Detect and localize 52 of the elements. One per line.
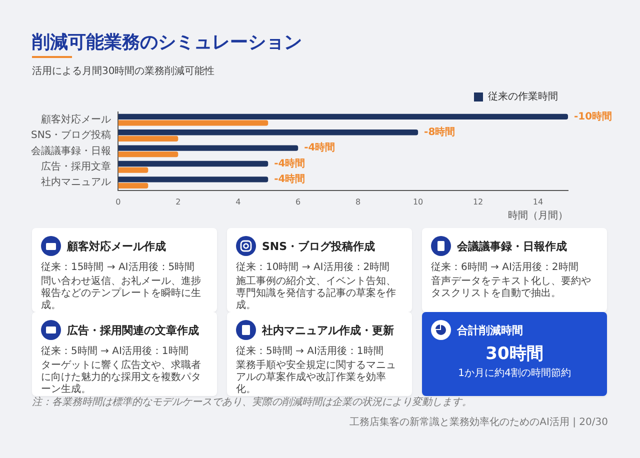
- text: 従来：6時間 → AI活用後：2時間: [431, 260, 580, 274]
- annotation: -4時間: [274, 173, 306, 186]
- text: 30時間: [484, 343, 544, 365]
- y-tick-label: 社内マニュアル: [41, 176, 112, 188]
- text: 広告・採用関連の文章作成: [67, 322, 199, 338]
- text: 合計削減時間: [457, 322, 523, 338]
- y-tick-label: 顧客対応メール: [41, 113, 112, 126]
- text: 工務店集客の新常識と業務効率化のためのAI活用 | 20/30: [350, 416, 608, 429]
- x-tick-label: 12: [472, 197, 484, 206]
- legend-label: 従来の作業時間: [488, 90, 558, 103]
- x-axis-title: 時間（月間）: [508, 210, 568, 222]
- x-tick-label: 10: [412, 197, 424, 206]
- text: 従来：5時間 → AI活用後：1時間: [236, 344, 384, 358]
- y-tick-label: 広告・採用文章: [41, 160, 112, 172]
- x-tick-label: 14: [532, 197, 544, 206]
- annotation: -8時間: [424, 126, 456, 138]
- bar: [118, 114, 568, 120]
- x-tick-label: 0: [116, 197, 121, 206]
- text: SNS・ブログ投稿作成: [262, 238, 376, 254]
- text: 社内マニュアル作成・更新: [262, 322, 394, 338]
- bar: [118, 182, 148, 189]
- text: 顧客対応メール作成: [67, 238, 166, 254]
- text: ターゲットに響く広告文や、求職者に向けた魅力的な採用文を複数パターン生成。: [41, 360, 202, 396]
- text: 従来：10時間 → AI活用後：2時間: [236, 260, 391, 274]
- bar: [118, 176, 268, 182]
- text: 問い合わせ返信、お礼メール、進捗報告などのテンプレートを瞬時に生成。: [41, 276, 202, 312]
- text: 施工事例の紹介文、イベント告知、専門知識を発信する記事の草案を作成。: [236, 276, 397, 312]
- text: 従来：5時間 → AI活用後：1時間: [41, 344, 190, 358]
- annotation: -4時間: [304, 142, 336, 154]
- annotation: -4時間: [274, 157, 306, 170]
- x-tick-label: 6: [296, 197, 301, 206]
- y-tick-label: SNS・ブログ投稿: [30, 129, 112, 142]
- bar: [118, 130, 418, 136]
- y-tick-label: 会議議事録・日報: [31, 144, 112, 157]
- x-tick-label: 8: [356, 197, 361, 206]
- bar: [118, 160, 268, 167]
- x-tick-label: 2: [176, 197, 181, 206]
- bar: [118, 120, 268, 126]
- bar: [118, 145, 298, 151]
- x-tick-label: 4: [236, 197, 241, 206]
- text: 業務手順や安全規定に関するマニュアルの草案作成や改訂作業を効率化。: [236, 360, 397, 396]
- text: 従来：15時間 → AI活用後：5時間: [41, 260, 196, 274]
- text: 1か月に約4割の時間節約: [457, 366, 572, 380]
- text: 会議議事録・日報作成: [457, 238, 567, 254]
- annotation: -10時間: [574, 110, 612, 122]
- text: 注：各業務時間は標準的なモデルケースであり、実際の削減時間は企業の状況により変動します。: [32, 396, 472, 409]
- bar: [118, 152, 178, 158]
- bar: [118, 167, 148, 173]
- chart-subtitle: 活用による月間30時間の業務削減可能性: [32, 64, 215, 78]
- text: 音声データをテキスト化し、要約やタスクリストを自動で抽出。: [431, 276, 592, 300]
- bar: [118, 136, 178, 142]
- chart-title: 削減可能業務のシミュレーション: [32, 31, 302, 54]
